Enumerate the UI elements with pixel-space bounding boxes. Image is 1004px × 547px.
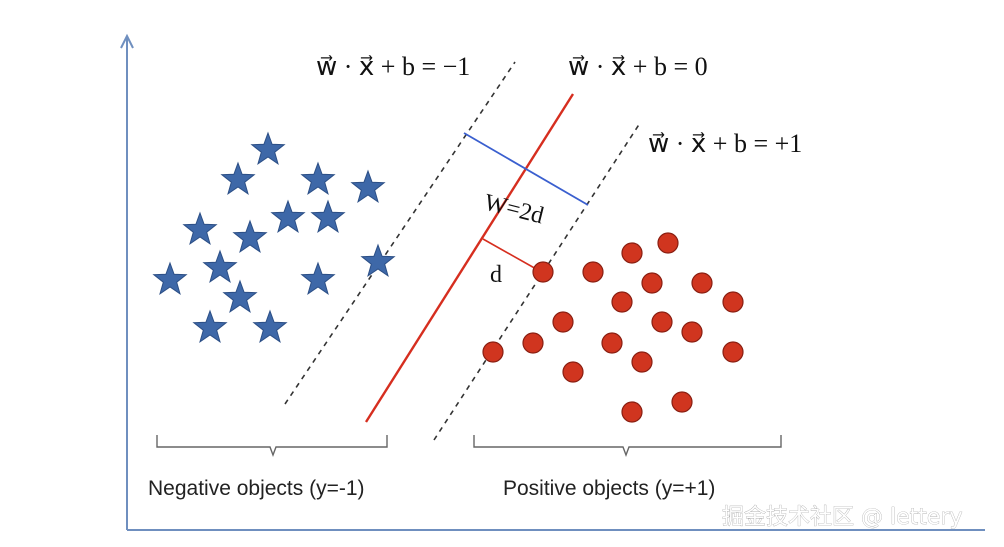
negative-group-label: Negative objects (y=-1) xyxy=(148,477,365,500)
positive-margin-line xyxy=(433,122,641,441)
circle-icon xyxy=(582,261,604,283)
circle-icon xyxy=(657,232,679,254)
circle-icon xyxy=(722,291,744,313)
star-icon xyxy=(182,211,218,245)
negative-margin-line xyxy=(284,61,516,405)
star-icon xyxy=(300,261,336,295)
positive-objects xyxy=(482,232,744,423)
star-icon xyxy=(152,261,188,295)
equation-middle: w⃗ · x⃗ + b = 0 xyxy=(568,52,708,81)
circle-icon xyxy=(671,391,693,413)
star-icon xyxy=(192,309,228,343)
equation-negative: w⃗ · x⃗ + b = −1 xyxy=(316,52,470,81)
star-icon xyxy=(232,219,268,253)
separating-hyperplane xyxy=(364,93,575,423)
positive-group-label: Positive objects (y=+1) xyxy=(503,477,715,500)
circle-icon xyxy=(532,261,554,283)
star-icon xyxy=(300,161,336,195)
star-icon xyxy=(250,131,286,165)
positive-group-brace xyxy=(473,435,782,457)
circle-icon xyxy=(552,311,574,333)
circle-icon xyxy=(482,341,504,363)
circle-icon xyxy=(722,341,744,363)
equation-positive: w⃗ · x⃗ + b = +1 xyxy=(648,129,802,158)
star-icon xyxy=(270,199,306,233)
circle-icon xyxy=(621,401,643,423)
margin-width-line xyxy=(463,132,589,206)
circle-icon xyxy=(631,351,653,373)
circle-icon xyxy=(651,311,673,333)
half-margin-label: d xyxy=(490,262,502,288)
circle-icon xyxy=(681,321,703,343)
y-axis-arrow xyxy=(120,33,134,49)
watermark: 掘金技术社区 @ lettery xyxy=(722,505,963,530)
circle-icon xyxy=(562,361,584,383)
circle-icon xyxy=(621,242,643,264)
negative-objects xyxy=(152,131,396,343)
star-icon xyxy=(252,309,288,343)
star-icon xyxy=(310,199,346,233)
circle-icon xyxy=(691,272,713,294)
star-icon xyxy=(222,279,258,313)
half-margin-line xyxy=(482,238,539,271)
circle-icon xyxy=(641,272,663,294)
star-icon xyxy=(350,169,386,203)
circle-icon xyxy=(522,332,544,354)
star-icon xyxy=(202,249,238,283)
circle-icon xyxy=(611,291,633,313)
circle-icon xyxy=(601,332,623,354)
star-icon xyxy=(220,161,256,195)
negative-group-brace xyxy=(156,435,388,457)
star-icon xyxy=(360,243,396,277)
